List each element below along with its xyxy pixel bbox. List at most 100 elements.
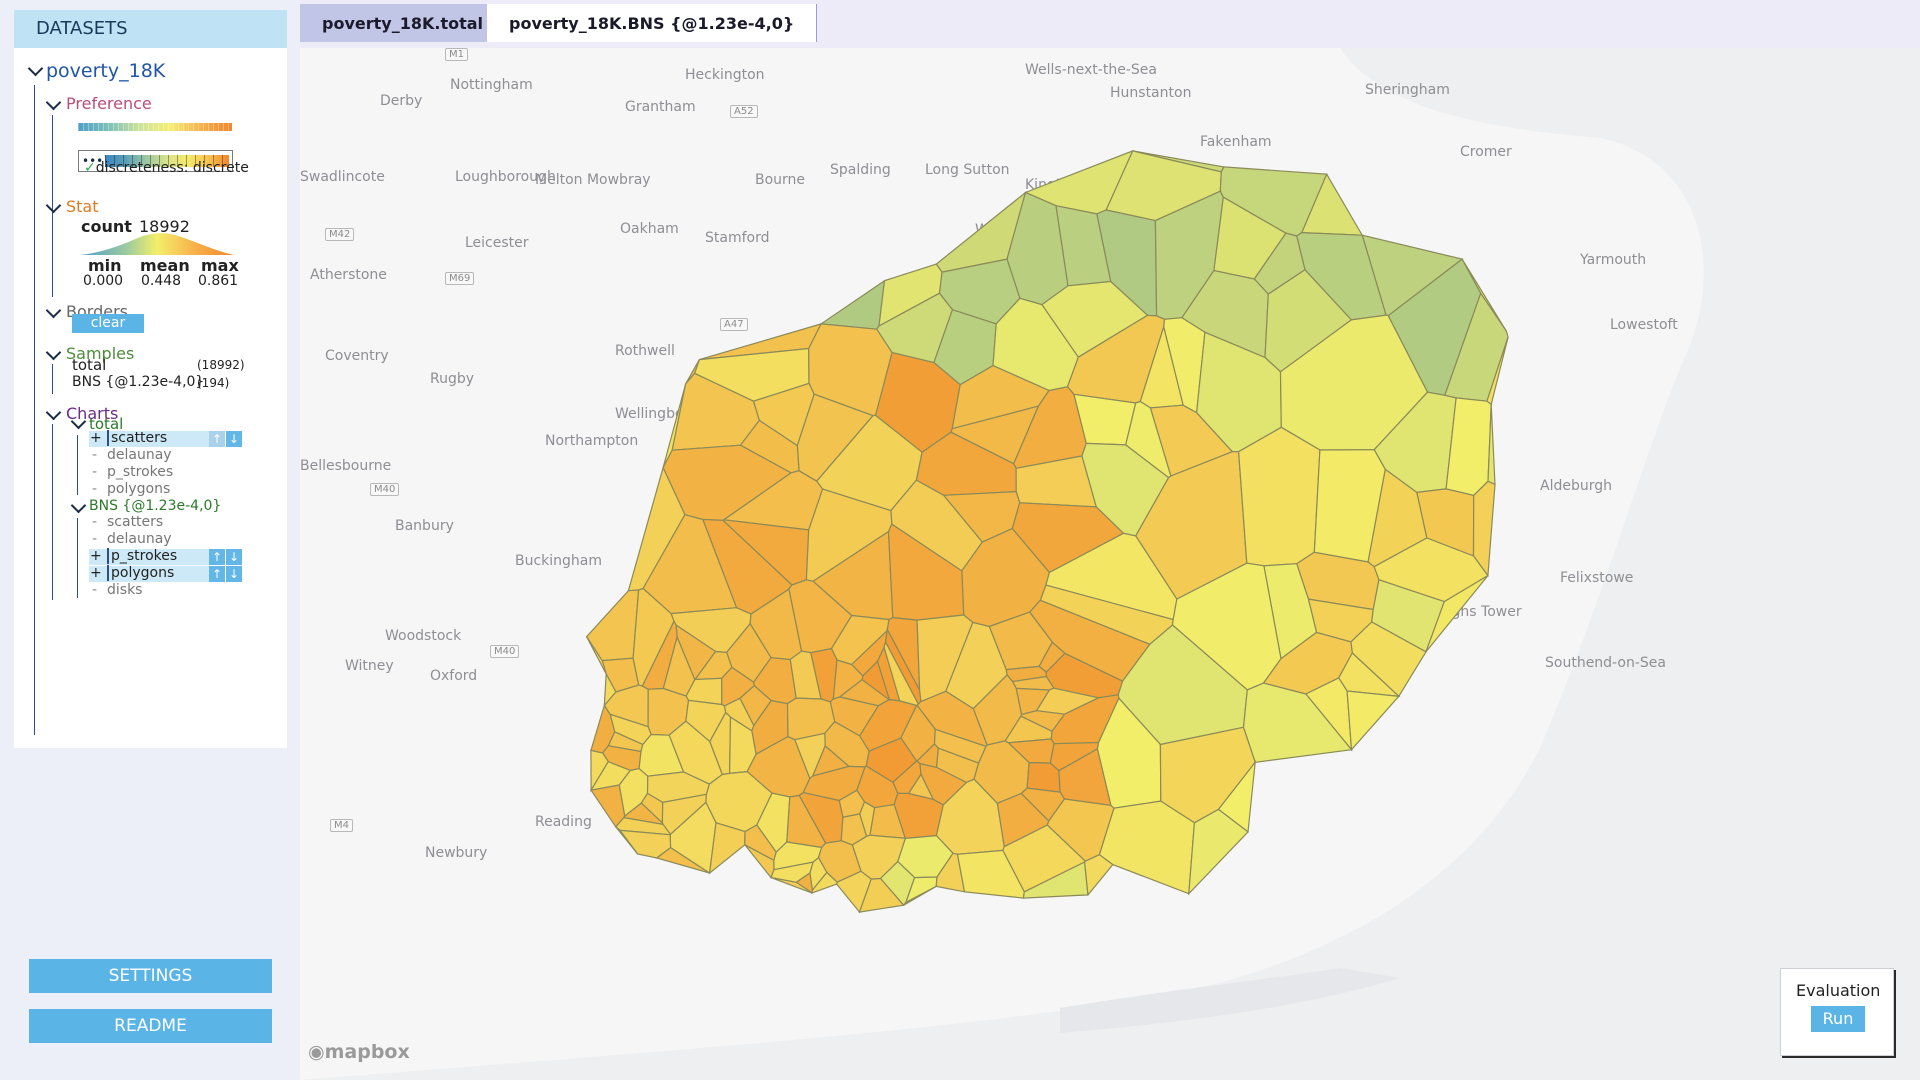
min-value: 0.000 [83,273,124,289]
sidebar: DATASETS poverty_18K Preference ••• ✓dis… [0,0,300,1080]
place-label: Stamford [705,230,770,246]
chart-item-row[interactable] [89,566,209,582]
voronoi-cell[interactable] [1026,761,1061,793]
place-label: Rothwell [615,343,675,359]
sample-count: (18992) [197,358,245,372]
voronoi-cell[interactable] [1237,426,1321,567]
chart-group-label[interactable]: total [89,415,124,433]
move-down-button[interactable]: ↓ [226,549,242,565]
voronoi-cell[interactable] [811,871,838,894]
chart-item-sign: - [92,514,98,530]
voronoi-cell[interactable] [590,784,626,828]
chevron-down-icon[interactable] [45,404,62,421]
voronoi-cell[interactable] [1188,808,1249,896]
stat-label[interactable]: Stat [66,197,99,216]
discreteness-box[interactable]: ••• [78,150,233,172]
chevron-down-icon[interactable] [45,94,62,111]
dataset-name[interactable]: poverty_18K [46,60,166,82]
voronoi-cell[interactable] [819,279,886,330]
voronoi-cell[interactable] [615,826,638,855]
move-up-button[interactable]: ↑ [209,549,225,565]
place-label: Yarmouth [1580,252,1647,268]
voronoi-cell[interactable] [1083,854,1114,897]
place-label: Woodstock [385,628,462,644]
tree-line [52,424,53,600]
chart-item-label[interactable]: delaunay [107,531,172,547]
chevron-down-icon[interactable] [45,302,62,319]
chart-item-sign: - [92,481,98,497]
samples-label[interactable]: Samples [66,344,135,363]
chart-item-sign: - [92,447,98,463]
clear-button[interactable]: clear [72,314,144,333]
tab-bns[interactable]: poverty_18K.BNS {@1.23e-4,0} [487,4,818,42]
chart-item-sign: - [92,582,98,598]
count-value: 18992 [139,217,190,236]
chart-item-label[interactable]: p_strokes [107,464,174,480]
voronoi-cell[interactable] [935,852,966,893]
settings-button[interactable]: SETTINGS [29,959,272,993]
voronoi-cell[interactable] [1425,575,1489,653]
place-label: Leicester [465,235,529,251]
chart-item-label[interactable]: scatters [107,430,167,446]
chart-item-row[interactable] [89,549,209,565]
place-label: Bourne [755,172,806,188]
place-label: Loughborough [455,169,556,185]
voronoi-cell[interactable] [956,849,1025,899]
place-label: Atherstone [310,267,387,283]
min-label: min [88,256,122,275]
chart-item-label[interactable]: polygons [107,481,171,497]
evaluation-panel: Evaluation Run [1780,968,1894,1056]
tree-line [52,364,53,394]
sample-count: (194) [197,376,230,390]
discreteness-label: discreteness: discrete [95,160,249,176]
chevron-down-icon[interactable] [27,60,44,77]
mapbox-attribution[interactable]: ◉mapbox [308,1041,410,1063]
more-icon[interactable]: ••• [82,154,104,168]
move-down-button[interactable]: ↓ [226,566,242,582]
tab-total[interactable]: poverty_18K.total [300,4,506,42]
voronoi-cell[interactable] [1346,690,1401,752]
chevron-down-icon[interactable] [70,497,87,514]
place-label: Newbury [425,845,488,861]
road-shield: M40 [490,645,520,658]
place-label: Wells-next-the-Sea [1025,62,1157,78]
place-label: Melton Mowbray [535,172,651,188]
map-view[interactable]: Nottingham Heckington Wells-next-the-Sea Sh… [300,48,1920,1080]
chart-item-label[interactable]: disks [107,582,143,598]
voronoi-cell[interactable] [858,877,905,913]
voronoi-cell[interactable] [655,846,710,874]
readme-button[interactable]: README [29,1009,272,1043]
place-label: Felixstowe [1560,570,1634,586]
voronoi-cell[interactable] [708,822,746,875]
charts-label[interactable]: Charts [66,404,119,423]
chart-item-row[interactable] [89,431,209,447]
preference-label[interactable]: Preference [66,94,152,113]
run-button[interactable]: Run [1811,1006,1865,1032]
chevron-down-icon[interactable] [45,344,62,361]
chevron-down-icon[interactable] [45,197,62,214]
voronoi-cell[interactable] [1098,800,1196,895]
voronoi-cell[interactable] [770,877,813,894]
place-label: Oakham [620,221,679,237]
place-label: Swadlincote [300,169,385,185]
chart-item-label[interactable]: delaunay [107,447,172,463]
road-shield: M69 [445,272,475,285]
road-shield: M1 [445,48,468,61]
sample-name[interactable]: BNS {@1.23e-4,0} [72,374,205,390]
move-down-button[interactable]: ↓ [226,431,242,447]
move-up-button[interactable]: ↑ [209,566,225,582]
voronoi-cell[interactable] [903,885,937,906]
move-up-button[interactable]: ↑ [209,431,225,447]
place-label: Rugby [430,371,475,387]
road-shield: A47 [720,318,748,331]
voronoi-cell[interactable] [886,616,921,691]
datasets-panel: DATASETS poverty_18K Preference ••• ✓dis… [14,10,287,748]
check-icon: ✓ [84,160,96,176]
chart-item-label[interactable]: polygons [107,565,174,581]
sample-name[interactable]: total [72,356,107,374]
chart-item-label[interactable]: p_strokes [107,548,177,564]
chart-group-label[interactable]: BNS {@1.23e-4,0} [89,498,222,514]
voronoi-polygons[interactable] [300,48,1920,1080]
chart-item-label[interactable]: scatters [107,514,164,530]
voronoi-cell[interactable] [586,636,607,675]
